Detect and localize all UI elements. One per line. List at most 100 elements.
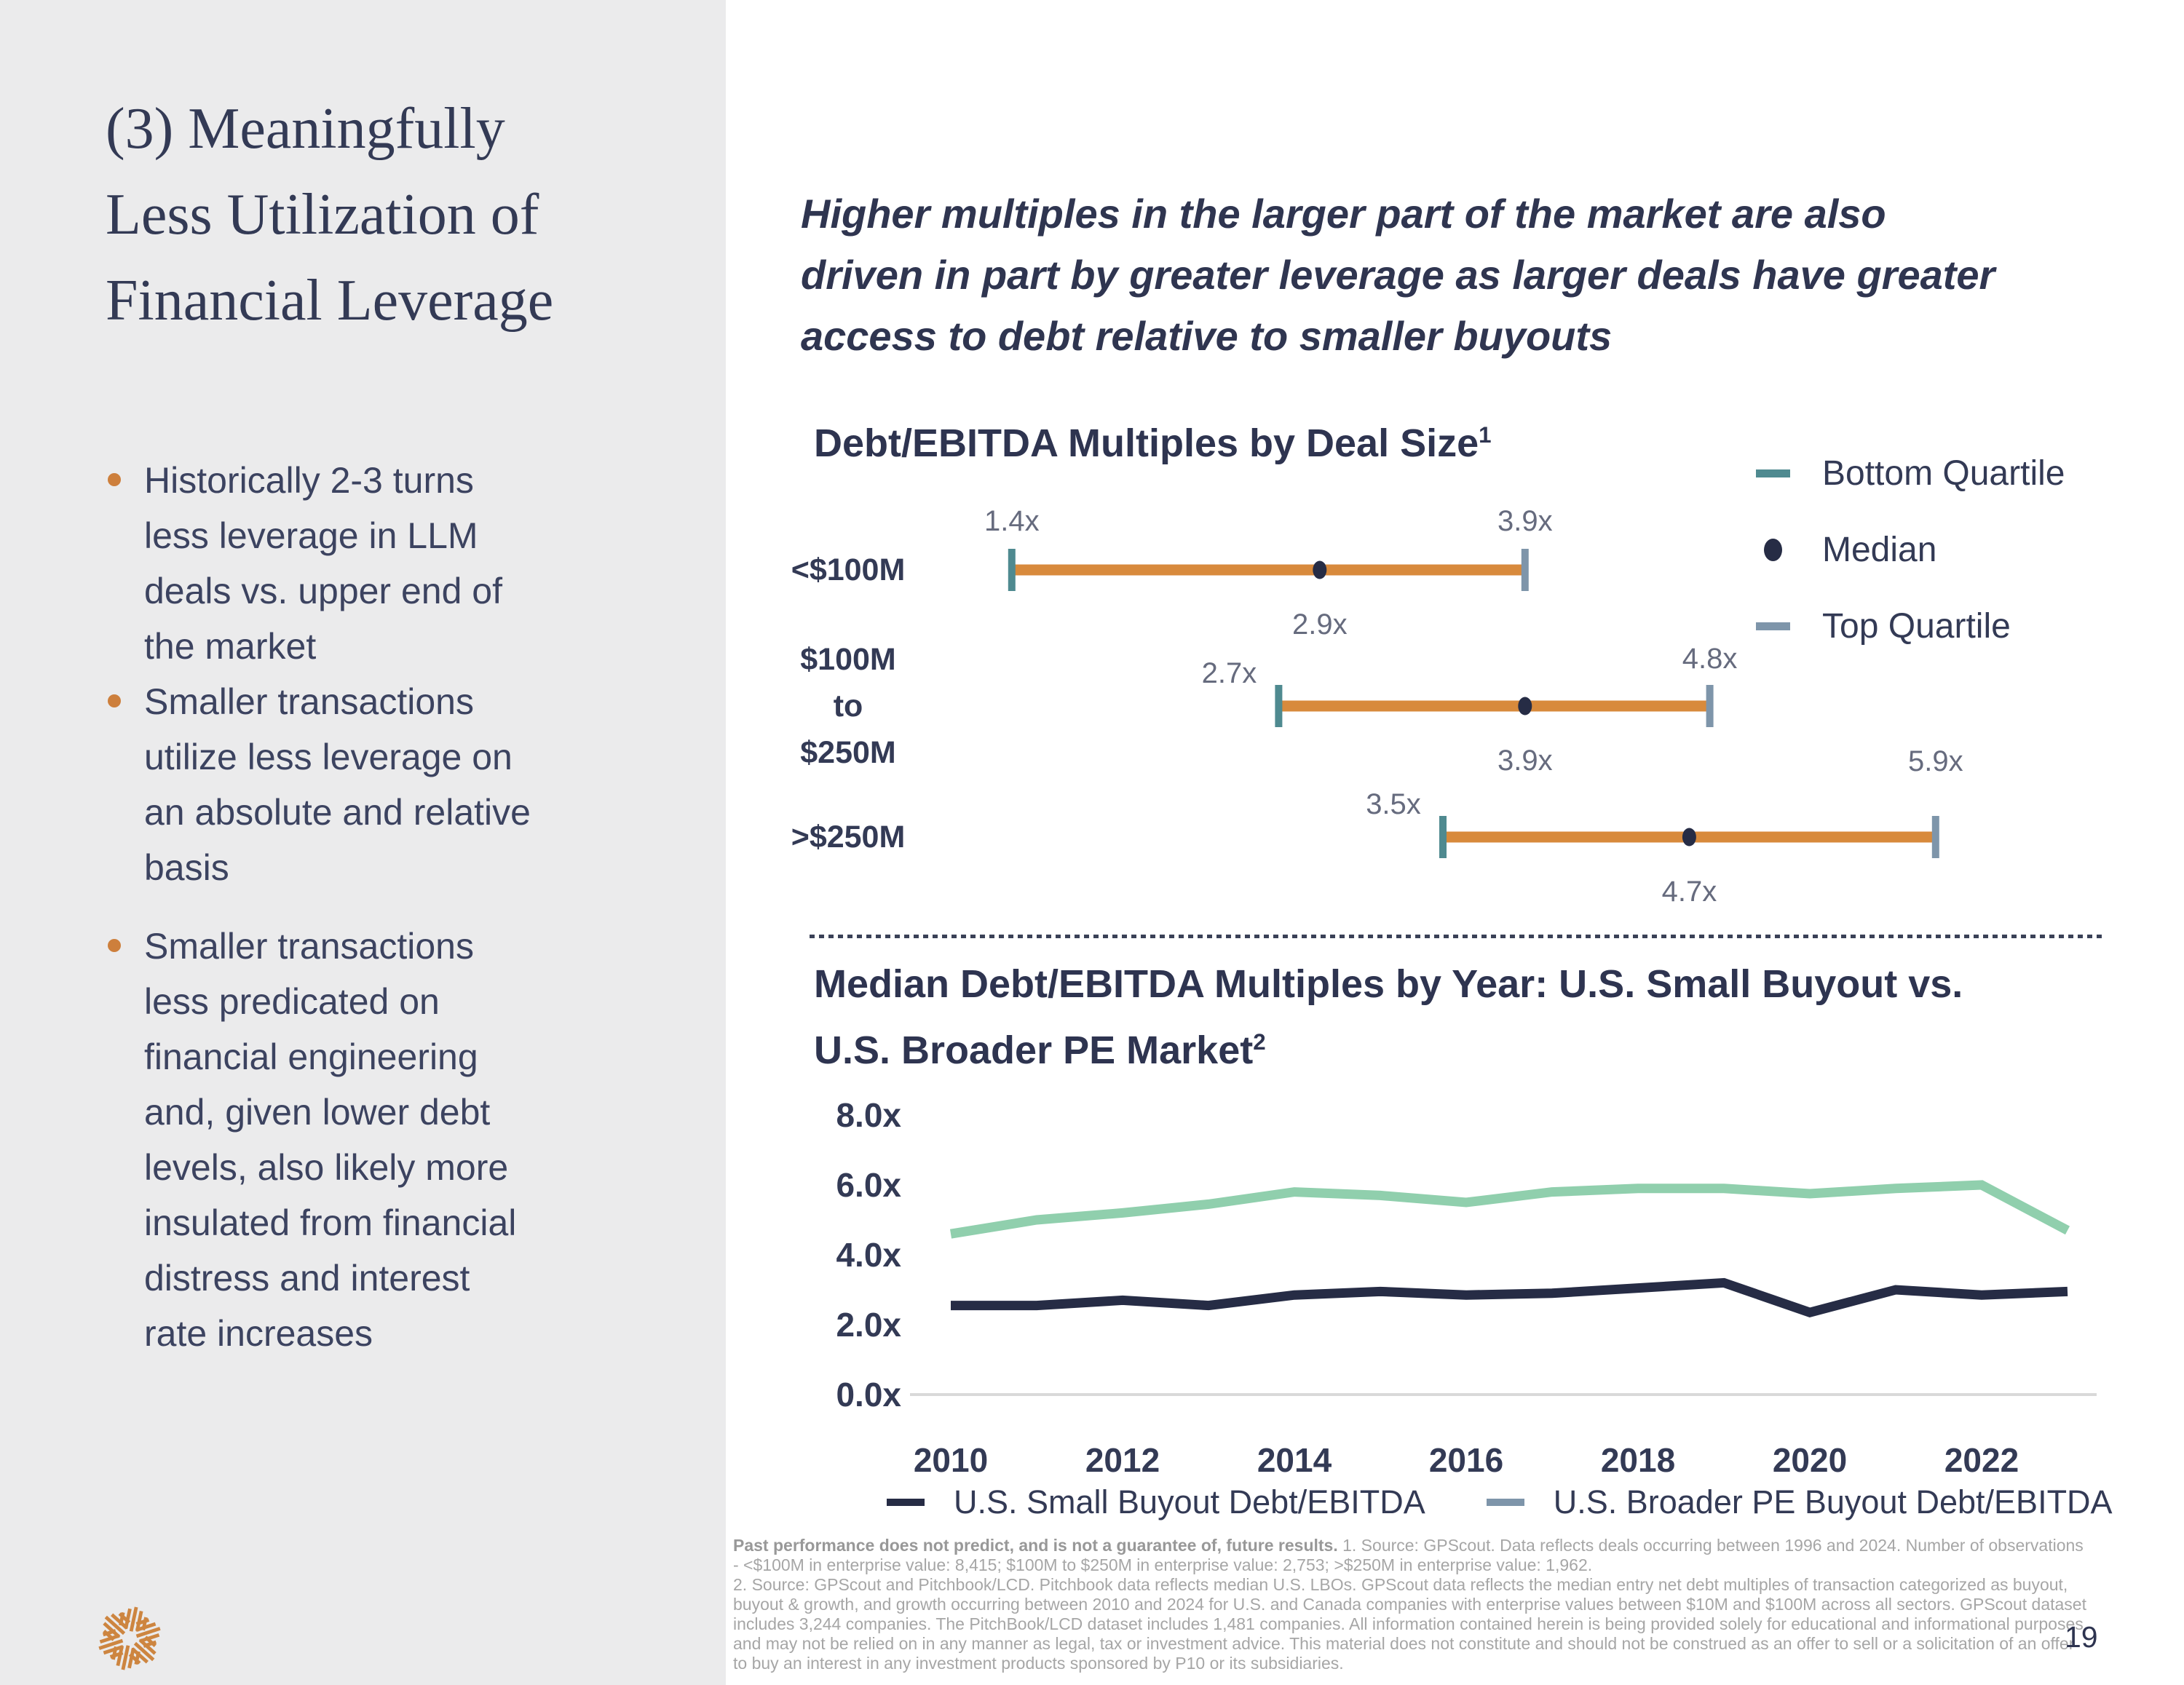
range-row: 1.4x 3.9x 2.9x bbox=[984, 505, 1553, 641]
footnote-bold-intro: Past performance does not predict, and i… bbox=[733, 1536, 1338, 1555]
value-label: 4.7x bbox=[1662, 876, 1717, 908]
bullet-item: Historically 2-3 turns less leverage in … bbox=[106, 453, 689, 674]
median-dot bbox=[1682, 828, 1696, 847]
legend-item-broader-pe: U.S. Broader PE Buyout Debt/EBITDA bbox=[1486, 1483, 2113, 1521]
legend-label: U.S. Small Buyout Debt/EBITDA bbox=[954, 1483, 1425, 1521]
top-quartile-tick bbox=[1706, 685, 1714, 727]
logo-ray-group bbox=[103, 1612, 131, 1641]
logo-ray bbox=[138, 1638, 157, 1655]
chart1-title: Debt/EBITDA Multiples by Deal Size1 bbox=[814, 421, 1492, 466]
logo-ray bbox=[139, 1633, 160, 1644]
footnote-2: 2. Source: GPScout and Pitchbook/LCD. Pi… bbox=[733, 1575, 2089, 1673]
bottom-quartile-dash-icon bbox=[1756, 469, 1790, 477]
logo-ray bbox=[103, 1645, 124, 1655]
y-tick-label: 0.0x bbox=[836, 1376, 901, 1414]
line-series bbox=[951, 1277, 2068, 1317]
bottom-quartile-tick bbox=[1008, 549, 1016, 591]
dashed-divider bbox=[810, 935, 2105, 938]
median-dot bbox=[1518, 697, 1532, 715]
logo-ray bbox=[103, 1630, 115, 1641]
y-tick-label: 4.0x bbox=[836, 1236, 901, 1274]
value-label: 2.7x bbox=[1202, 657, 1257, 689]
legend-label: Bottom Quartile bbox=[1822, 453, 2065, 493]
x-tick-label: 2010 bbox=[914, 1441, 988, 1479]
small-buyout-dash-icon bbox=[887, 1499, 925, 1506]
range-bar bbox=[1278, 700, 1710, 712]
value-label: 2.9x bbox=[1292, 608, 1348, 641]
logo-ray bbox=[130, 1647, 149, 1664]
bullet-dot-icon bbox=[108, 939, 121, 952]
footnote-1-text: 1. Source: GPScout. Data reflects deals … bbox=[733, 1536, 2084, 1574]
logo-ray bbox=[116, 1645, 124, 1666]
bottom-quartile-tick bbox=[1275, 685, 1283, 727]
y-tick-label: 2.0x bbox=[836, 1306, 901, 1344]
logo-ray bbox=[98, 1638, 124, 1650]
logo-ray bbox=[121, 1645, 130, 1670]
chart2-title: Median Debt/EBITDA Multiples by Year: U.… bbox=[814, 955, 2008, 1079]
y-tick-label: 6.0x bbox=[836, 1166, 901, 1204]
logo-ray bbox=[124, 1608, 132, 1630]
logo-ray bbox=[118, 1612, 131, 1624]
logo-ray bbox=[103, 1622, 121, 1638]
logo-ray bbox=[127, 1647, 135, 1669]
median-dot-icon bbox=[1764, 538, 1782, 561]
logo-ray bbox=[109, 1651, 124, 1659]
bullet-text: Historically 2-3 turns less leverage in … bbox=[144, 460, 502, 667]
range-bar bbox=[1443, 831, 1936, 843]
legend-label: U.S. Broader PE Buyout Debt/EBITDA bbox=[1553, 1483, 2113, 1521]
x-tick-label: 2022 bbox=[1944, 1441, 2019, 1479]
logo-ray bbox=[134, 1651, 141, 1665]
range-row: 3.5x 5.9x 4.7x bbox=[1366, 745, 1963, 908]
value-label: 5.9x bbox=[1908, 745, 1963, 777]
value-label: 3.9x bbox=[1497, 505, 1553, 537]
broader-pe-dash-icon bbox=[1486, 1499, 1524, 1506]
legend-label: Top Quartile bbox=[1822, 606, 2011, 646]
legend-item-small-buyout: U.S. Small Buyout Debt/EBITDA bbox=[887, 1483, 1425, 1521]
range-bar bbox=[1011, 564, 1525, 576]
logo-ray bbox=[133, 1641, 155, 1662]
header-quote: Higher multiples in the larger part of t… bbox=[801, 191, 1995, 359]
logo-ray bbox=[135, 1627, 161, 1638]
value-label: 3.9x bbox=[1497, 745, 1553, 777]
bullet-list: Historically 2-3 turns less leverage in … bbox=[106, 453, 689, 1361]
x-tick-label: 2018 bbox=[1601, 1441, 1675, 1479]
top-quartile-tick bbox=[1521, 549, 1529, 591]
chart2-title-text: Median Debt/EBITDA Multiples by Year: U.… bbox=[814, 962, 1963, 1072]
page-number: 19 bbox=[2065, 1620, 2098, 1654]
bottom-quartile-tick bbox=[1439, 816, 1447, 858]
median-dot bbox=[1313, 560, 1327, 579]
value-label: 3.5x bbox=[1366, 788, 1421, 820]
logo-ray bbox=[135, 1622, 157, 1632]
logo-ray bbox=[135, 1618, 150, 1626]
logo-ray bbox=[144, 1636, 157, 1647]
left-panel bbox=[0, 0, 726, 1685]
x-tick-label: 2016 bbox=[1429, 1441, 1503, 1479]
bullet-dot-icon bbox=[108, 473, 121, 486]
bullet-item: Smaller transactions less predicated on … bbox=[106, 919, 689, 1361]
line-chart: 0.0x 2.0x 4.0x 6.0x 8.0x 2010 2012 2014 2016 2018… bbox=[836, 1096, 2097, 1479]
footnote-2-text: 2. Source: GPScout and Pitchbook/LCD. Pi… bbox=[733, 1575, 2086, 1673]
top-quartile-tick bbox=[1931, 816, 1939, 858]
x-tick-label: 2020 bbox=[1773, 1441, 1847, 1479]
bullet-text: Smaller transactions utilize less levera… bbox=[144, 681, 531, 888]
range-row: 2.7x 4.8x 3.9x bbox=[1202, 643, 1738, 777]
x-tick-label: 2012 bbox=[1085, 1441, 1160, 1479]
legend-item-median: Median bbox=[1756, 531, 2065, 569]
range-row-category: $100M to $250M bbox=[800, 642, 896, 770]
logo-ray bbox=[99, 1633, 120, 1644]
chart1-title-text: Debt/EBITDA Multiples by Deal Size bbox=[814, 421, 1479, 465]
value-label: 1.4x bbox=[984, 505, 1040, 537]
top-quartile-dash-icon bbox=[1756, 622, 1790, 630]
x-tick-label: 2014 bbox=[1257, 1441, 1332, 1479]
chart2-legend: U.S. Small Buyout Debt/EBITDA U.S. Broad… bbox=[887, 1483, 2174, 1521]
range-row-category: <$100M bbox=[791, 552, 906, 587]
chart1-legend: Bottom Quartile Median Top Quartile bbox=[1756, 453, 2065, 685]
bullet-text: Smaller transactions less predicated on … bbox=[144, 926, 517, 1354]
logo-ray bbox=[104, 1615, 126, 1636]
bullet-dot-icon bbox=[108, 694, 121, 707]
logo-ray bbox=[111, 1613, 129, 1630]
p10-logo-icon bbox=[98, 1606, 161, 1670]
value-label: 4.8x bbox=[1682, 643, 1738, 675]
footnote-1: Past performance does not predict, and i… bbox=[733, 1536, 2089, 1575]
logo-ray bbox=[129, 1606, 138, 1632]
